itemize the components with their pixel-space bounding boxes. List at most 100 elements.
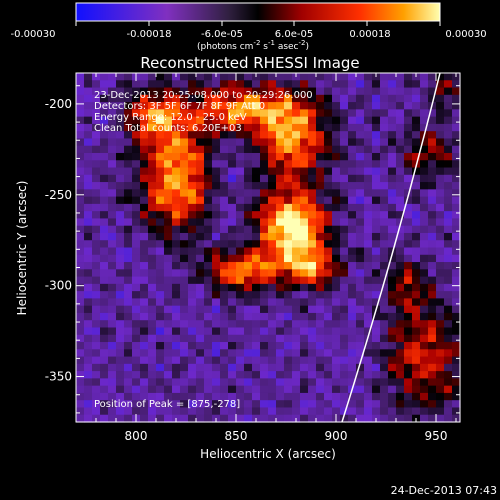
heatmap-cell [348, 327, 357, 336]
heatmap-cell [196, 356, 205, 365]
heatmap-cell [300, 218, 309, 227]
heatmap-cell [412, 203, 421, 212]
heatmap-cell [172, 240, 181, 249]
heatmap-cell [100, 392, 109, 401]
heatmap-cell [236, 138, 245, 147]
heatmap-cell [236, 131, 245, 140]
heatmap-cell [332, 363, 341, 372]
heatmap-cell [324, 407, 333, 416]
heatmap-cell [116, 356, 125, 365]
heatmap-cell [340, 349, 349, 358]
heatmap-cell [356, 87, 365, 96]
heatmap-cell [204, 123, 213, 132]
heatmap-cell [348, 94, 357, 103]
heatmap-cell [420, 145, 429, 154]
heatmap-cell [188, 312, 197, 321]
heatmap-cell [260, 94, 269, 103]
heatmap-cell [124, 269, 133, 278]
heatmap-cell [236, 80, 245, 89]
heatmap-cell [396, 356, 405, 365]
heatmap-cell [140, 334, 149, 343]
heatmap-cell [396, 182, 405, 190]
heatmap-cell [428, 182, 437, 190]
x-axis-label: Heliocentric X (arcsec) [200, 447, 336, 461]
heatmap-cell [276, 349, 285, 358]
heatmap-cell [188, 276, 197, 285]
heatmap-cell [204, 109, 213, 118]
heatmap-cell [332, 87, 341, 96]
heatmap-cell [260, 240, 269, 249]
heatmap-cell [292, 196, 301, 205]
heatmap-cell [324, 327, 333, 336]
heatmap-cell [332, 276, 341, 285]
heatmap-cell [196, 385, 205, 394]
heatmap-cell [140, 269, 149, 278]
heatmap-cell [164, 378, 173, 387]
heatmap-cell [300, 189, 309, 198]
heatmap-cell [348, 145, 357, 154]
heatmap-cell [364, 305, 373, 314]
heatmap-cell [156, 123, 165, 132]
heatmap-cell [252, 138, 261, 147]
heatmap-cell [196, 196, 205, 205]
heatmap-cell [244, 247, 253, 256]
heatmap-cell [284, 371, 293, 379]
heatmap-cell [188, 363, 197, 372]
heatmap-cell [364, 167, 373, 176]
heatmap-cell [268, 247, 277, 256]
heatmap-cell [100, 305, 109, 314]
heatmap-cell [212, 356, 221, 365]
heatmap-cell [356, 414, 365, 423]
heatmap-cell [236, 414, 245, 423]
heatmap-cell [180, 203, 189, 212]
heatmap-cell [116, 363, 125, 372]
heatmap-cell [92, 102, 101, 110]
heatmap-cell [116, 342, 125, 350]
heatmap-cell [156, 363, 165, 372]
heatmap-cell [172, 262, 181, 270]
heatmap-cell [348, 218, 357, 227]
heatmap-cell [172, 94, 181, 103]
heatmap-cell [260, 109, 269, 118]
heatmap-cell [260, 392, 269, 401]
heatmap-cell [356, 371, 365, 379]
heatmap-cell [84, 414, 93, 423]
heatmap-cell [204, 87, 213, 96]
heatmap-cell [332, 145, 341, 154]
heatmap-cell [84, 167, 93, 176]
heatmap-cell [164, 182, 173, 190]
heatmap-cell [452, 385, 461, 394]
heatmap-cell [348, 320, 357, 329]
heatmap-cell [404, 414, 413, 423]
heatmap-cell [180, 109, 189, 118]
heatmap-cell [164, 174, 173, 183]
heatmap-cell [372, 131, 381, 140]
heatmap-cell [380, 174, 389, 183]
heatmap-cell [316, 116, 325, 125]
heatmap-cell [268, 109, 277, 118]
heatmap-cell [404, 240, 413, 249]
heatmap-cell [140, 94, 149, 103]
heatmap-cell [220, 73, 229, 81]
heatmap-cell [172, 385, 181, 394]
heatmap-cell [124, 131, 133, 140]
heatmap-cell [268, 182, 277, 190]
heatmap-cell [396, 276, 405, 285]
heatmap-cell [92, 363, 101, 372]
heatmap-cell [108, 349, 117, 358]
heatmap-cell [212, 400, 221, 409]
heatmap-cell [404, 262, 413, 270]
heatmap-cell [436, 174, 445, 183]
heatmap-cell [244, 131, 253, 140]
heatmap-cell [364, 247, 373, 256]
heatmap-cell [148, 116, 157, 125]
heatmap-cell [116, 349, 125, 358]
heatmap-cell [220, 182, 229, 190]
heatmap-cell [324, 138, 333, 147]
heatmap-cell [236, 283, 245, 292]
heatmap-cell [140, 262, 149, 270]
heatmap-cell [380, 247, 389, 256]
heatmap-cell [356, 131, 365, 140]
heatmap-cell [172, 349, 181, 358]
heatmap-cell [444, 291, 453, 299]
